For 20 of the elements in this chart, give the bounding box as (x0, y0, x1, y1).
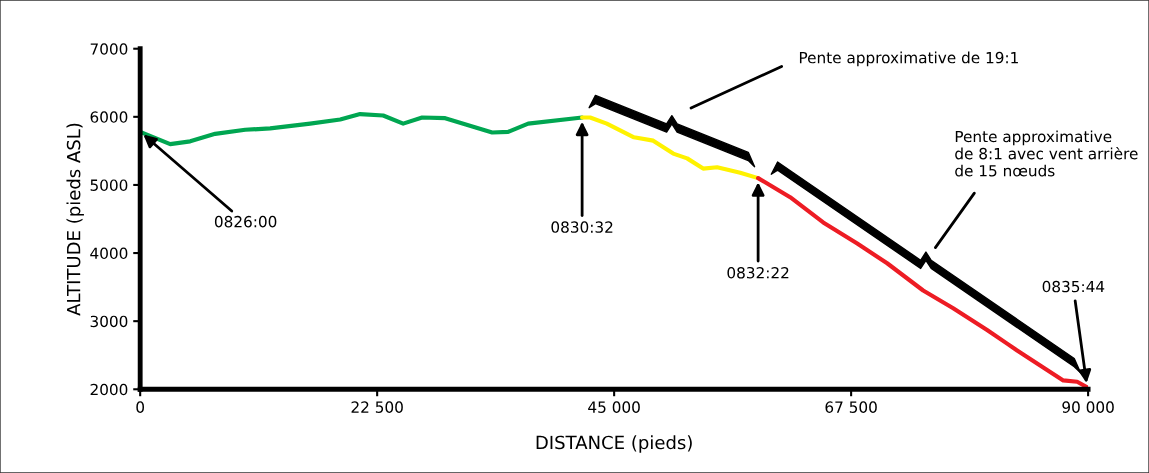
y-tick-label: 5000 (90, 179, 128, 191)
annotation: Pente approximative de 19:1 (799, 51, 1018, 67)
x-tick-label: 67 500 (825, 401, 877, 413)
x-tick-label: 90 000 (1062, 401, 1114, 413)
x-tick-label: 45 000 (588, 401, 640, 413)
y-axis-title: ALTITUDE (pieds ASL) (66, 123, 84, 316)
y-tick-label: 3000 (90, 315, 128, 328)
y-tick-label: 6000 (90, 111, 128, 123)
annotation: 0835:44 (1042, 280, 1105, 293)
x-tick-label: 22 500 (351, 401, 403, 413)
y-tick-label: 7000 (90, 43, 128, 55)
annotation: 0832:22 (727, 266, 789, 279)
line-series (140, 112, 585, 147)
y-tick-label: 4000 (90, 247, 128, 260)
x-tick-label: 0 (136, 401, 145, 413)
annotation: Pente approximative de 8:1 avec vent arrière de 15 nœuds (955, 130, 1138, 177)
y-tick-label: 2000 (90, 383, 128, 396)
x-axis-title: DISTANCE (pieds) (536, 435, 692, 453)
annotation: 0826:00 (214, 215, 277, 228)
annotation: 0830:32 (551, 221, 613, 233)
